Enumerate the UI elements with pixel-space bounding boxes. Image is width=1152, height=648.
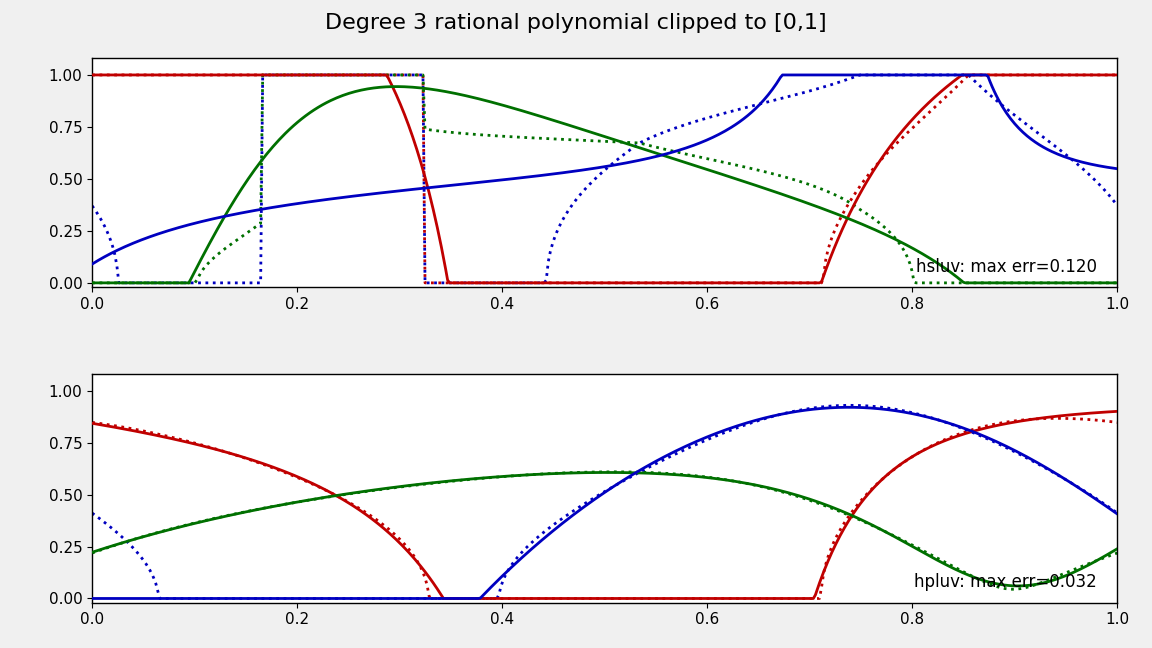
Text: hsluv: max err=0.120: hsluv: max err=0.120 — [916, 258, 1097, 275]
Text: Degree 3 rational polynomial clipped to [0,1]: Degree 3 rational polynomial clipped to … — [325, 13, 827, 33]
Text: hpluv: max err=0.032: hpluv: max err=0.032 — [915, 573, 1097, 591]
